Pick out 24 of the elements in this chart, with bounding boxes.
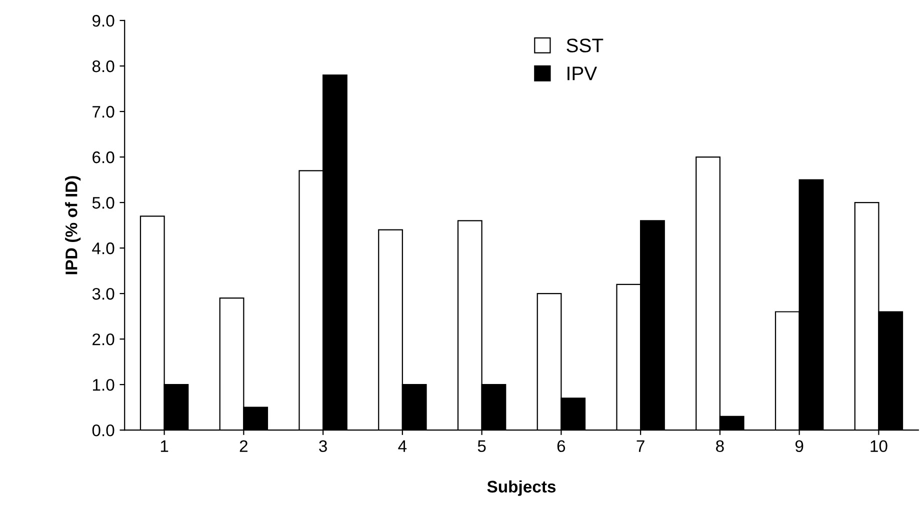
y-axis-title: IPD (% of ID) — [65, 176, 81, 274]
y-tick-label: 2.0 — [92, 333, 114, 346]
x-tick-label: 8 — [716, 440, 724, 452]
x-tick-label: 5 — [478, 440, 486, 452]
legend-label: SST — [566, 38, 604, 52]
y-tick-label: 8.0 — [92, 60, 114, 72]
x-tick-label: 10 — [870, 440, 888, 452]
x-tick-label: 2 — [240, 440, 248, 452]
legend-label: IPV — [568, 66, 598, 80]
y-tick-label: 0.0 — [92, 424, 114, 436]
y-tick-label: 5.0 — [92, 196, 114, 209]
x-tick-label: 4 — [398, 440, 407, 452]
x-tick-label: 7 — [636, 440, 644, 452]
y-tick-label: 4.0 — [92, 242, 114, 254]
y-tick-label: 1.0 — [92, 378, 114, 391]
x-tick-label: 9 — [795, 440, 804, 452]
x-tick-label: 6 — [557, 440, 566, 452]
x-tick-label: 3 — [319, 440, 327, 452]
y-tick-label: 6.0 — [92, 151, 114, 164]
x-tick-label: 1 — [160, 440, 168, 452]
y-tick-label: 7.0 — [92, 106, 114, 118]
x-axis-title: Subjects — [487, 480, 556, 496]
y-tick-label: 9.0 — [92, 14, 114, 27]
y-tick-label: 3.0 — [92, 288, 114, 300]
